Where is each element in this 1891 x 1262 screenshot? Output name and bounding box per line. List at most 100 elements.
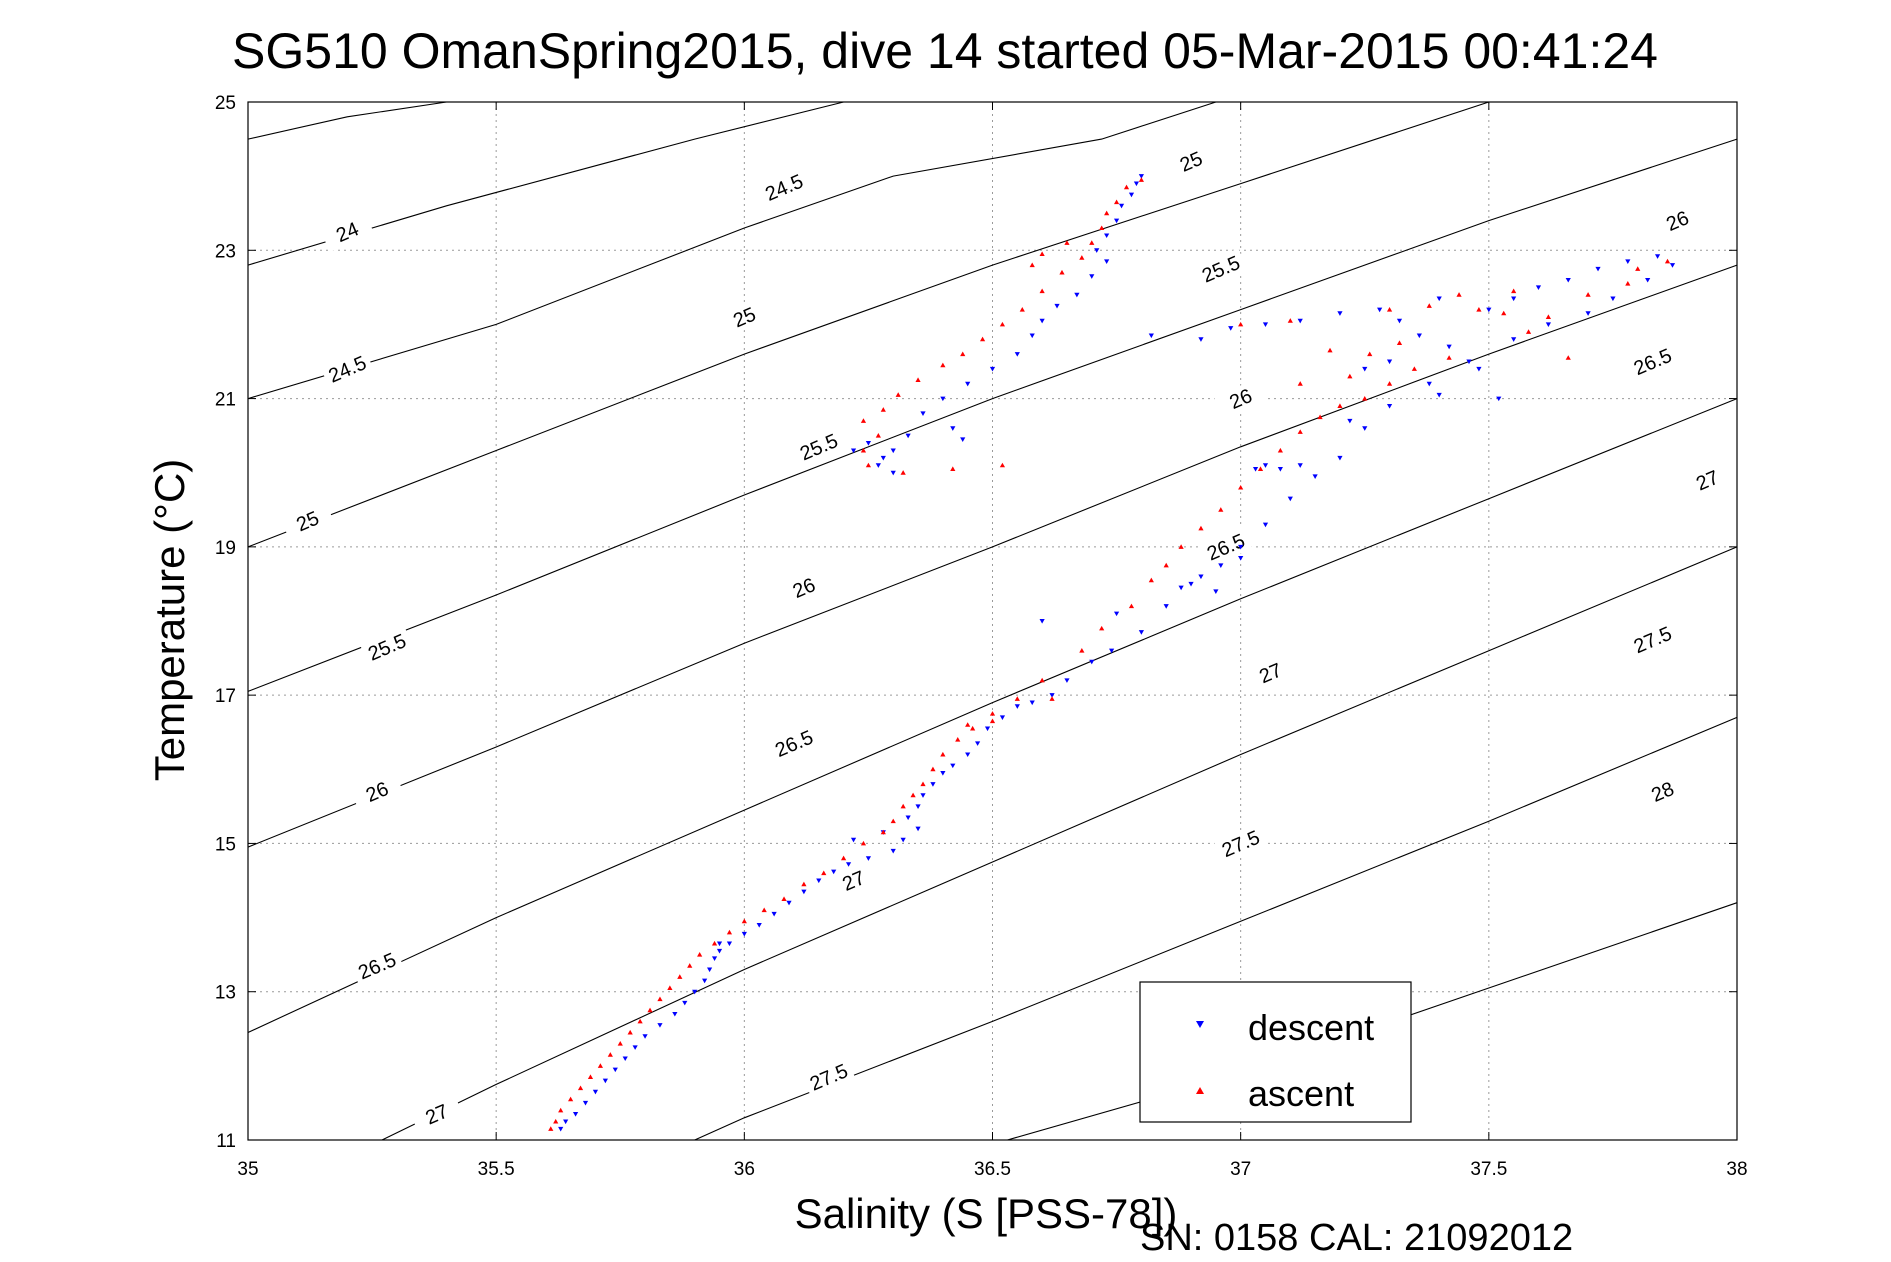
descent-point <box>865 441 872 446</box>
ascent-point <box>1327 347 1333 353</box>
descent-point <box>845 862 852 867</box>
contour-label: 26.5 <box>1204 530 1248 565</box>
y-tick-label: 11 <box>216 1131 236 1152</box>
descent-point <box>771 911 777 917</box>
descent-point <box>558 1126 564 1132</box>
descent-point <box>1104 259 1110 265</box>
ascent-point <box>900 803 906 809</box>
ascent-point <box>1511 288 1517 294</box>
descent-point <box>965 752 971 758</box>
descent-point <box>1466 359 1472 365</box>
ascent-point <box>568 1096 574 1102</box>
ascent-point <box>1386 307 1393 312</box>
descent-point <box>1565 277 1571 283</box>
legend-ascent-marker <box>1196 1087 1204 1094</box>
ascent-point <box>627 1029 633 1035</box>
descent-point <box>1416 333 1422 339</box>
descent-point <box>1064 678 1070 683</box>
descent-point <box>1362 426 1368 431</box>
ascent-point <box>711 940 718 946</box>
ascent-point <box>1287 318 1293 323</box>
ascent-point <box>607 1052 613 1057</box>
descent-point <box>1262 522 1269 528</box>
descent-point <box>1262 463 1269 468</box>
ascent-point <box>920 781 926 787</box>
contour-label-bg <box>1625 341 1680 382</box>
ascent-point <box>1426 303 1432 308</box>
descent-point <box>1337 311 1343 316</box>
y-tick-label: 19 <box>215 538 236 559</box>
descent-point <box>865 856 872 861</box>
descent-point <box>1074 292 1080 298</box>
contour-label-bg <box>1650 200 1705 242</box>
descent-point <box>1347 418 1353 424</box>
descent-point <box>1496 396 1502 402</box>
descent-point <box>1148 333 1154 339</box>
contour-label-bg <box>1194 248 1248 290</box>
ascent-point <box>960 351 966 357</box>
y-tick-label: 15 <box>215 834 236 855</box>
descent-point <box>1337 455 1343 461</box>
ascent-point <box>1585 292 1591 297</box>
contour-label-bg <box>1213 378 1268 419</box>
ascent-point <box>860 447 867 453</box>
ascent-point <box>1347 373 1353 379</box>
descent-point <box>1446 344 1452 350</box>
descent-point <box>989 366 996 372</box>
ascent-point <box>1446 355 1452 360</box>
descent-point <box>1545 322 1551 328</box>
contour-label-bg <box>717 296 772 338</box>
descent-point <box>1426 381 1432 387</box>
ascent-point <box>895 392 901 397</box>
ascent-point <box>1277 447 1283 453</box>
contour-line-24 <box>247 101 447 140</box>
y-axis-ticks: 11 13 15 17 19 21 23 25 <box>215 93 1737 1152</box>
ascent-point <box>965 722 971 727</box>
ascent-point <box>657 996 663 1002</box>
ascent-point <box>1218 507 1224 512</box>
descent-point <box>692 989 698 995</box>
ascent-point <box>1128 603 1135 609</box>
ascent-point <box>1079 255 1085 260</box>
descent-point <box>999 715 1006 720</box>
contour-line-24-5 <box>247 101 1217 400</box>
ascent-point <box>1362 395 1368 401</box>
contour-label-bg <box>1213 823 1268 864</box>
descent-point <box>1377 307 1383 313</box>
descent-point <box>1262 322 1269 328</box>
ascent-point <box>553 1118 559 1124</box>
ascent-point <box>880 829 886 835</box>
y-tick-label: 25 <box>215 93 236 114</box>
ascent-point <box>667 985 673 991</box>
ascent-point <box>1297 429 1303 434</box>
descent-point <box>801 889 807 895</box>
descent-point <box>706 967 713 973</box>
ascent-point <box>1163 562 1169 568</box>
descent-point <box>915 826 921 832</box>
contour-label: 27.5 <box>1631 623 1675 658</box>
ascent-point <box>577 1085 584 1091</box>
descent-point <box>940 770 946 776</box>
descent-series <box>558 174 1676 1132</box>
ascent-point <box>1396 340 1403 345</box>
descent-point <box>756 922 762 928</box>
ascent-point <box>979 336 986 342</box>
descent-point <box>1104 233 1110 239</box>
ascent-point <box>955 737 961 742</box>
descent-point <box>1386 403 1393 409</box>
y-tick-label: 23 <box>215 241 236 262</box>
descent-point <box>682 1000 688 1006</box>
ascent-point <box>915 377 921 383</box>
x-tick-label: 38 <box>1726 1159 1747 1180</box>
contour-label-bg <box>1625 619 1680 660</box>
contour-label-bg <box>801 1056 856 1098</box>
contour-label: 24.5 <box>762 170 806 205</box>
descent-point <box>965 381 971 387</box>
ascent-point <box>1019 307 1025 312</box>
descent-point <box>592 1089 599 1095</box>
ascent-series <box>548 177 1671 1131</box>
descent-point <box>1089 274 1095 279</box>
ascent-point <box>940 751 946 757</box>
x-axis-label: Salinity (S [PSS-78]) <box>795 1190 1178 1237</box>
